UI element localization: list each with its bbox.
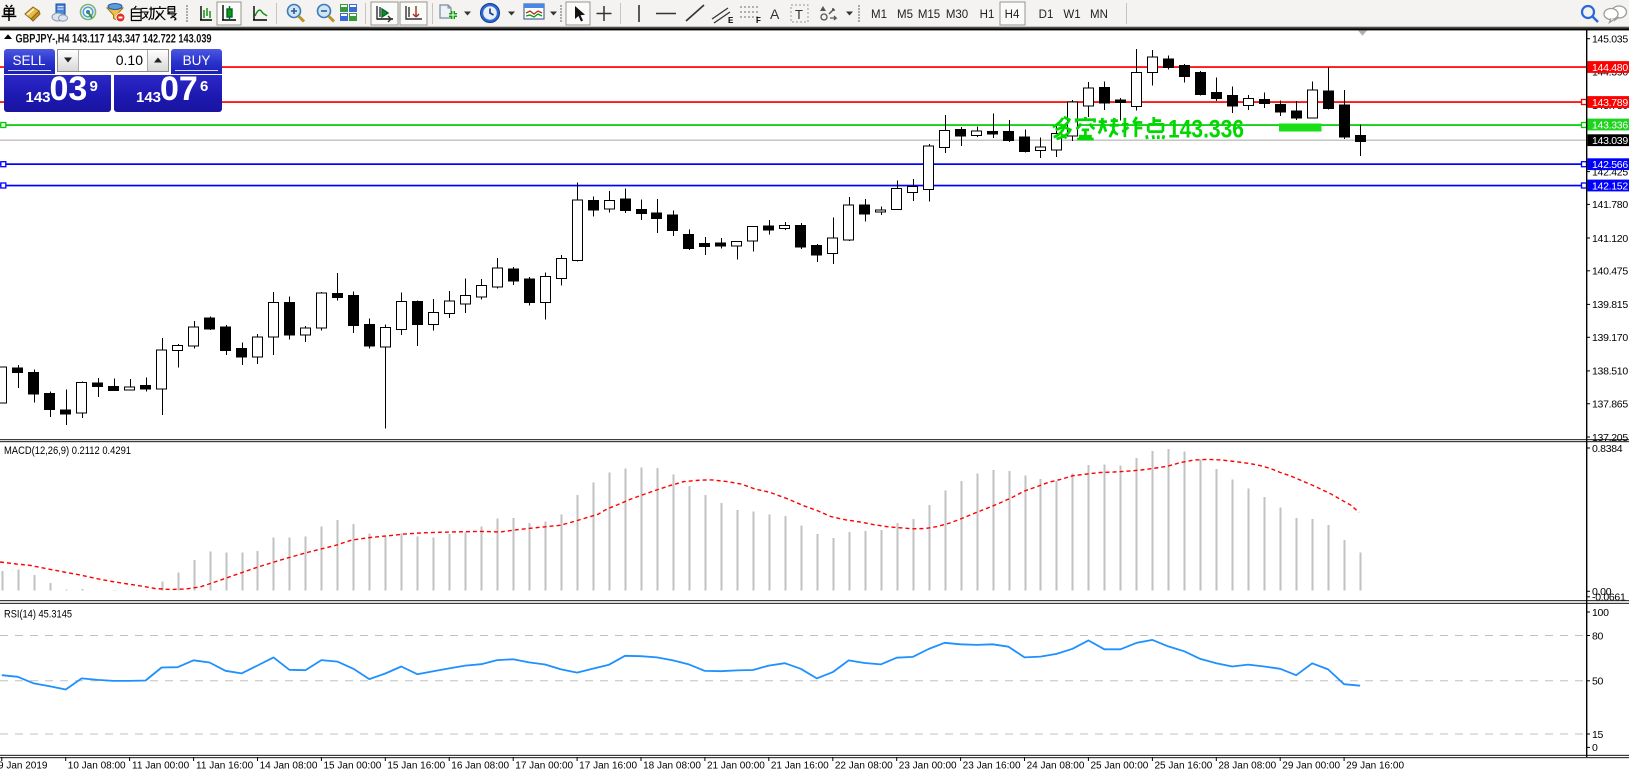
svg-text:139.170: 139.170 [1592, 332, 1628, 344]
svg-text:W1: W1 [1063, 9, 1080, 21]
svg-text:143.039: 143.039 [1592, 135, 1628, 147]
svg-text:28 Jan 08:00: 28 Jan 08:00 [1218, 761, 1276, 772]
svg-text:138.510: 138.510 [1592, 366, 1628, 378]
svg-text:A: A [770, 6, 780, 22]
svg-text:141.120: 141.120 [1592, 233, 1628, 245]
svg-text:E: E [728, 16, 734, 25]
svg-text:29 Jan 16:00: 29 Jan 16:00 [1346, 761, 1404, 772]
svg-text:24 Jan 08:00: 24 Jan 08:00 [1027, 761, 1085, 772]
svg-text:80: 80 [1592, 630, 1604, 642]
svg-text:143.336: 143.336 [1168, 116, 1244, 144]
svg-text:143.336: 143.336 [1592, 120, 1628, 132]
svg-text:141.780: 141.780 [1592, 199, 1628, 211]
svg-text:M15: M15 [918, 9, 940, 21]
svg-text:144.480: 144.480 [1592, 62, 1628, 74]
svg-text:MN: MN [1090, 9, 1108, 21]
svg-text:F: F [756, 16, 761, 25]
svg-text:GBPJPY-,H4 143.117 143.347 14: GBPJPY-,H4 143.117 143.347 142.722 143.0… [16, 34, 212, 46]
svg-text:21 Jan 16:00: 21 Jan 16:00 [771, 761, 829, 772]
svg-text:MACD(12,26,9) 0.2112 0.4291: MACD(12,26,9) 0.2112 0.4291 [4, 445, 131, 457]
svg-text:11 Jan 16:00: 11 Jan 16:00 [196, 761, 254, 772]
svg-text:137.205: 137.205 [1592, 432, 1628, 444]
svg-text:137.865: 137.865 [1592, 399, 1628, 411]
svg-text:14 Jan 08:00: 14 Jan 08:00 [260, 761, 318, 772]
svg-text:100: 100 [1592, 607, 1609, 619]
svg-text:18 Jan 08:00: 18 Jan 08:00 [643, 761, 701, 772]
svg-text:11 Jan 00:00: 11 Jan 00:00 [132, 761, 190, 772]
svg-text:T: T [795, 7, 803, 22]
svg-text:21 Jan 00:00: 21 Jan 00:00 [707, 761, 765, 772]
svg-text:50: 50 [1592, 676, 1604, 688]
svg-text:142.152: 142.152 [1592, 181, 1628, 193]
svg-text:140.475: 140.475 [1592, 266, 1628, 278]
svg-text:M30: M30 [946, 9, 968, 21]
svg-text:23 Jan 16:00: 23 Jan 16:00 [963, 761, 1021, 772]
svg-text:23 Jan 00:00: 23 Jan 00:00 [899, 761, 957, 772]
svg-text:0.00: 0.00 [1592, 586, 1612, 598]
svg-text:15: 15 [1592, 729, 1604, 741]
svg-text:0: 0 [1592, 742, 1598, 754]
svg-text:15 Jan 00:00: 15 Jan 00:00 [323, 761, 381, 772]
svg-text:142.566: 142.566 [1592, 159, 1628, 171]
svg-text:9 Jan 2019: 9 Jan 2019 [0, 761, 48, 772]
svg-text:17 Jan 16:00: 17 Jan 16:00 [579, 761, 637, 772]
svg-text:25 Jan 00:00: 25 Jan 00:00 [1090, 761, 1148, 772]
svg-text:0.8384: 0.8384 [1592, 443, 1623, 455]
svg-text:M5: M5 [897, 9, 913, 21]
svg-text:17 Jan 00:00: 17 Jan 00:00 [515, 761, 573, 772]
svg-text:16 Jan 08:00: 16 Jan 08:00 [451, 761, 509, 772]
svg-text:D1: D1 [1039, 9, 1054, 21]
svg-text:RSI(14) 45.3145: RSI(14) 45.3145 [4, 609, 72, 621]
svg-text:M1: M1 [871, 9, 887, 21]
svg-text:15 Jan 16:00: 15 Jan 16:00 [387, 761, 445, 772]
svg-text:139.815: 139.815 [1592, 299, 1628, 311]
svg-text:H1: H1 [980, 9, 995, 21]
svg-text:-0.0661: -0.0661 [1592, 592, 1626, 604]
svg-text:22 Jan 08:00: 22 Jan 08:00 [835, 761, 893, 772]
svg-text:29 Jan 00:00: 29 Jan 00:00 [1282, 761, 1340, 772]
svg-text:145.035: 145.035 [1592, 34, 1628, 46]
svg-text:H4: H4 [1005, 9, 1020, 21]
svg-text:25 Jan 16:00: 25 Jan 16:00 [1154, 761, 1212, 772]
svg-text:143.789: 143.789 [1592, 97, 1628, 109]
svg-text:10 Jan 08:00: 10 Jan 08:00 [68, 761, 126, 772]
